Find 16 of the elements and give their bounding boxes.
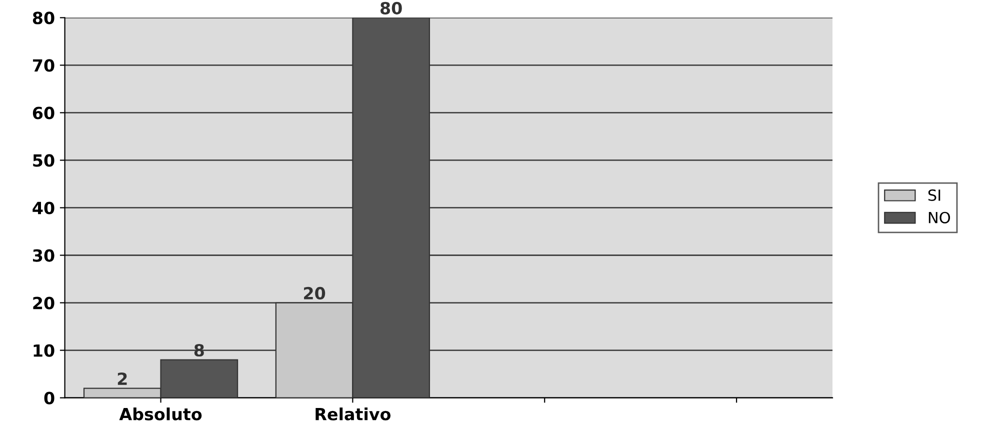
data-label: 80 bbox=[380, 2, 402, 14]
legend-label: SI bbox=[928, 189, 940, 201]
y-tick-label: 70 bbox=[33, 59, 54, 72]
y-tick-label: 20 bbox=[33, 296, 54, 310]
y-tick-label: 40 bbox=[32, 202, 54, 214]
x-tick-label: Absoluto bbox=[119, 408, 202, 420]
legend-label: NO bbox=[928, 212, 950, 224]
y-tick-label: 10 bbox=[34, 344, 54, 357]
y-tick-label: 50 bbox=[33, 154, 54, 167]
y-tick-label: 0 bbox=[44, 392, 54, 404]
data-label: 2 bbox=[118, 372, 127, 385]
y-tick-label: 80 bbox=[32, 12, 54, 24]
y-tick-label: 60 bbox=[32, 106, 54, 120]
y-tick-label: 30 bbox=[33, 249, 54, 262]
x-tick-label: Relativo bbox=[316, 408, 391, 420]
data-label: 20 bbox=[304, 286, 326, 300]
